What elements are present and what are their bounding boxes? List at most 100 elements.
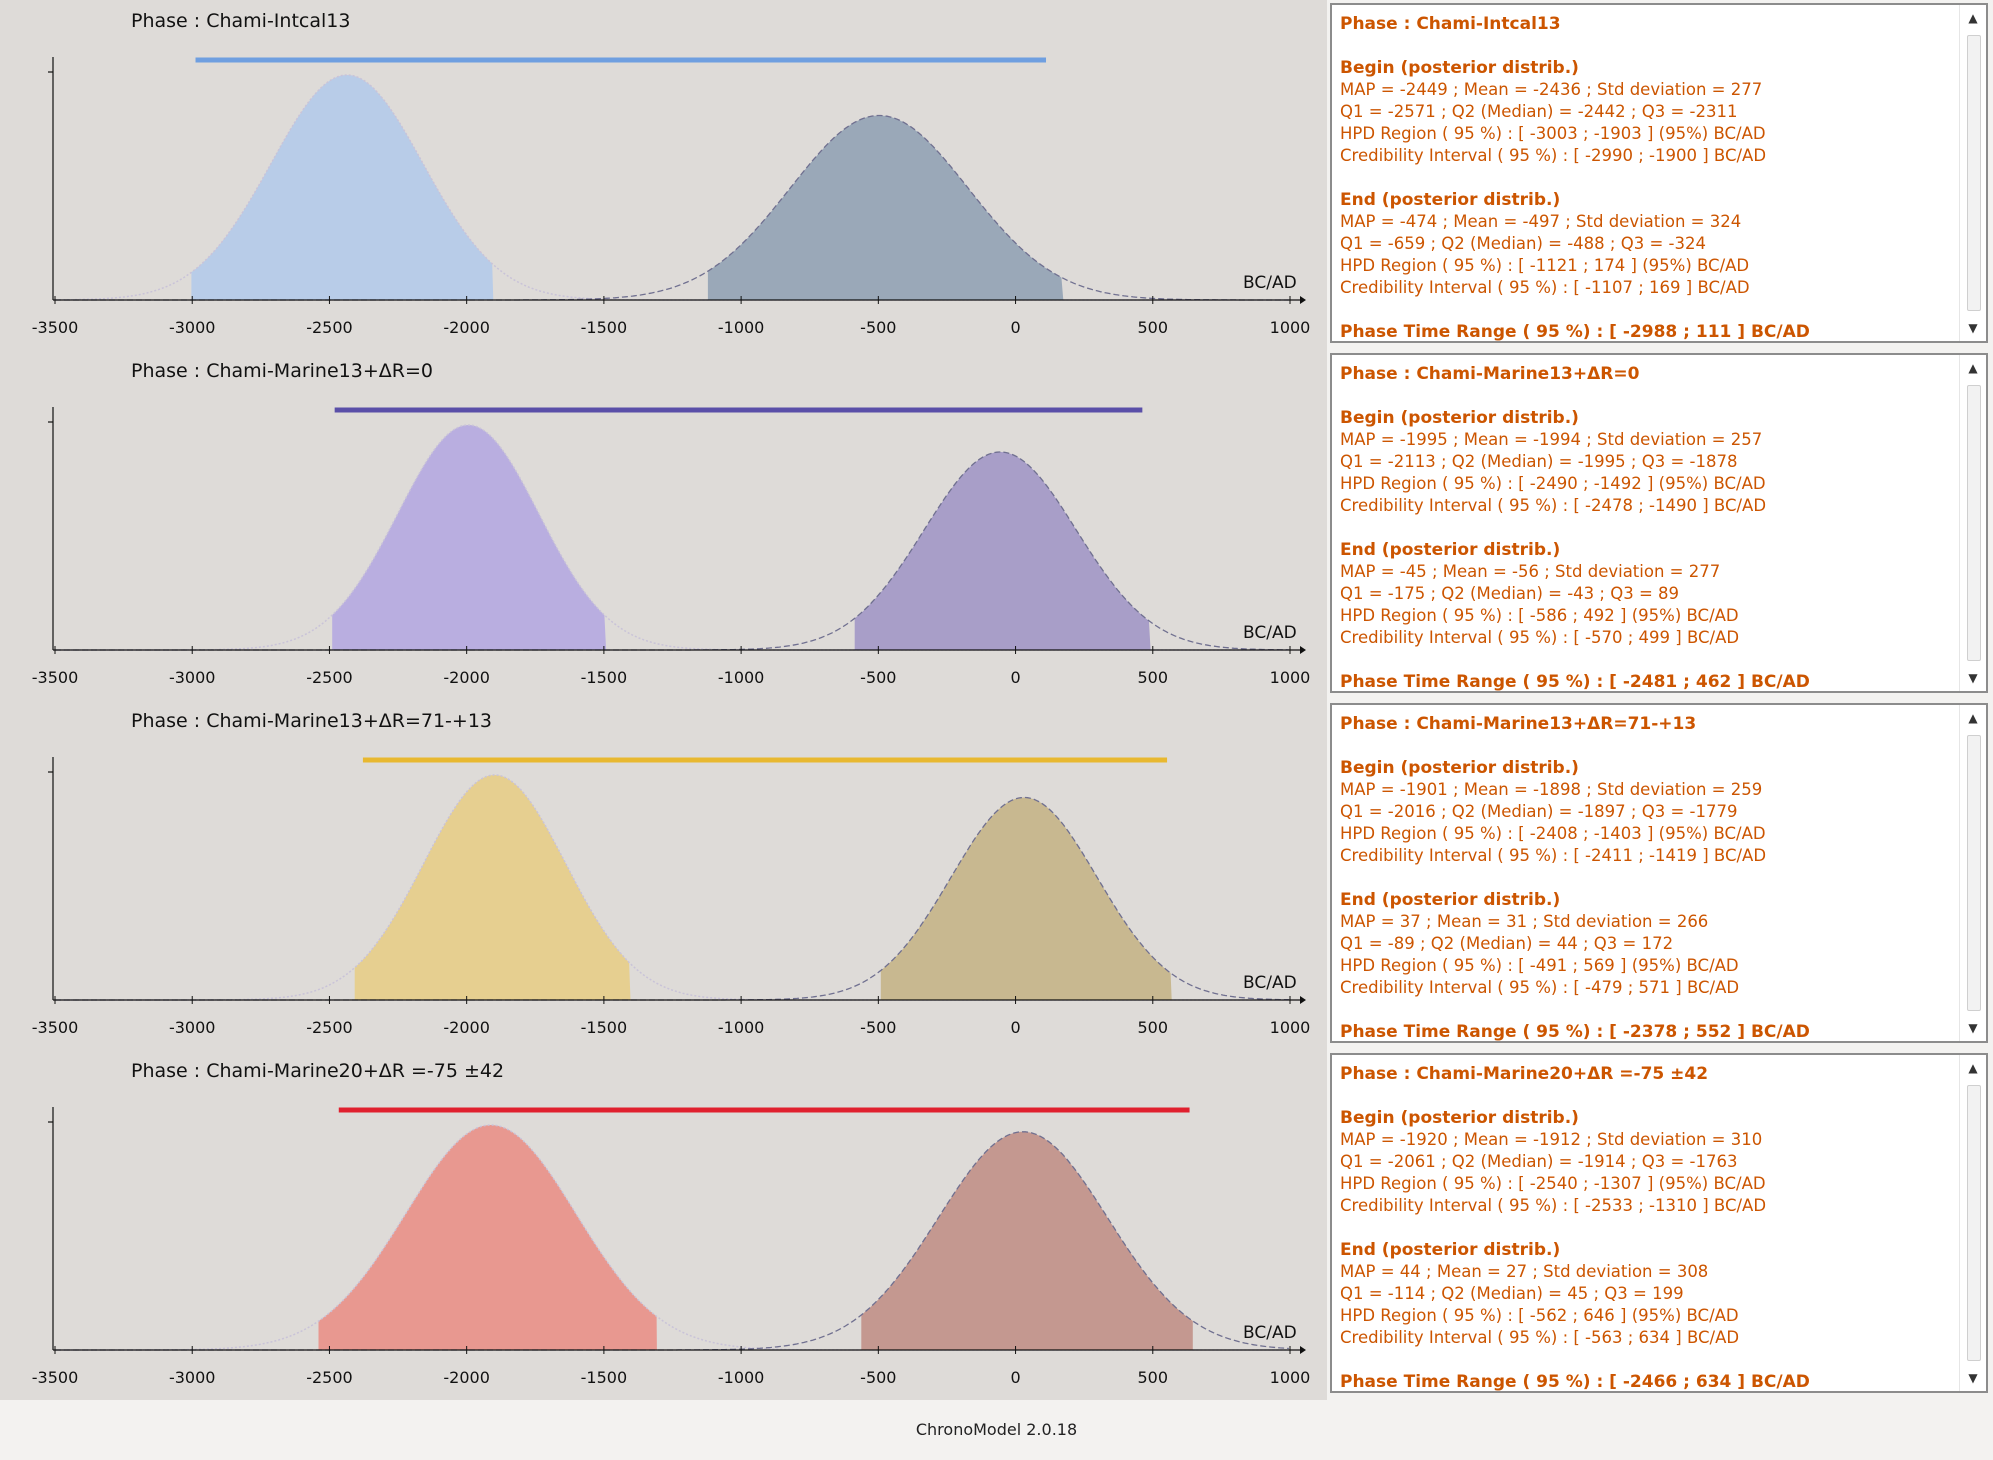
begin-stat-line: Q1 = -2113 ; Q2 (Median) = -1995 ; Q3 = … [1340, 452, 1738, 471]
scrollbar-thumb[interactable] [1967, 735, 1981, 1011]
x-tick-label: 1000 [1270, 1368, 1311, 1387]
phase-density-plot: Phase : Chami-Marine13+ΔR=71-+13 BC/AD -35… [0, 700, 1327, 1050]
x-tick-label: 500 [1138, 1368, 1169, 1387]
stats-phase-header: Phase : Chami-Marine20+ΔR =-75 ±42 [1340, 1064, 1709, 1084]
end-hpd-area [707, 115, 1064, 300]
scrollbar-thumb[interactable] [1967, 35, 1981, 311]
density-chart: BC/AD -3500 -3000 -2500 -2000 -1500 -1000 -500 0… [32, 57, 1311, 337]
x-tick-label: -1000 [718, 1368, 765, 1387]
end-stat-line: Q1 = -659 ; Q2 (Median) = -488 ; Q3 = -3… [1340, 234, 1706, 253]
scroll-down-arrow-icon[interactable]: ▼ [1968, 321, 1978, 335]
spacer [1340, 517, 1960, 539]
x-axis-arrow-icon [1300, 1346, 1306, 1354]
x-tick-label: -2000 [443, 1018, 490, 1037]
begin-stat-line: MAP = -1995 ; Mean = -1994 ; Std deviati… [1340, 430, 1763, 449]
x-tick-label: -1500 [581, 668, 628, 687]
x-tick-label: -1500 [581, 318, 628, 337]
phase-stats-panel[interactable]: Phase : Chami-Marine13+ΔR=71-+13 Begin (p… [1330, 703, 1988, 1043]
stats-scrollbar[interactable]: ▲ ▼ [1959, 1055, 1986, 1391]
phase-stats-panel[interactable]: Phase : Chami-Intcal13 Begin (posterior d… [1330, 3, 1988, 343]
scroll-down-arrow-icon[interactable]: ▼ [1968, 1021, 1978, 1035]
x-axis-arrow-icon [1300, 296, 1306, 304]
phase-title: Phase : Chami-Marine13+ΔR=71-+13 [131, 710, 493, 732]
begin-stat-line: Q1 = -2061 ; Q2 (Median) = -1914 ; Q3 = … [1340, 1152, 1738, 1171]
scroll-up-arrow-icon[interactable]: ▲ [1968, 1061, 1978, 1075]
x-tick-label: 500 [1138, 318, 1169, 337]
begin-stat-line: HPD Region ( 95 %) : [ -2540 ; -1307 ] (… [1340, 1174, 1766, 1193]
x-tick-label: -3500 [32, 668, 79, 687]
phase-title: Phase : Chami-Marine13+ΔR=0 [131, 360, 433, 382]
scrollbar-thumb[interactable] [1967, 1085, 1981, 1361]
scroll-up-arrow-icon[interactable]: ▲ [1968, 361, 1978, 375]
x-tick-label: 0 [1010, 1368, 1020, 1387]
x-tick-label: -2000 [443, 668, 490, 687]
x-tick-label: -1500 [581, 1018, 628, 1037]
end-section-title: End (posterior distrib.) [1340, 1240, 1561, 1260]
phase-stats-text: Phase : Chami-Intcal13 Begin (posterior d… [1340, 13, 1960, 342]
end-stat-line: Credibility Interval ( 95 %) : [ -1107 ;… [1340, 278, 1750, 297]
end-stat-line: HPD Region ( 95 %) : [ -491 ; 569 ] (95%… [1340, 956, 1739, 975]
stats-scrollbar[interactable]: ▲ ▼ [1959, 355, 1986, 691]
phase-row: Phase : Chami-Marine13+ΔR=0 BC/AD -3500 -30… [0, 350, 1993, 700]
begin-stat-line: MAP = -2449 ; Mean = -2436 ; Std deviati… [1340, 80, 1763, 99]
scroll-up-arrow-icon[interactable]: ▲ [1968, 11, 1978, 25]
begin-stat-line: MAP = -1920 ; Mean = -1912 ; Std deviati… [1340, 1130, 1763, 1149]
phase-row: Phase : Chami-Marine13+ΔR=71-+13 BC/AD -35… [0, 700, 1993, 1050]
phase-time-range-text: Phase Time Range ( 95 %) : [ -2466 ; 634… [1340, 1372, 1810, 1392]
x-tick-label: 500 [1138, 668, 1169, 687]
x-tick-label: -3000 [169, 668, 216, 687]
scrollbar-thumb[interactable] [1967, 385, 1981, 661]
x-axis-arrow-icon [1300, 996, 1306, 1004]
end-stat-line: HPD Region ( 95 %) : [ -586 ; 492 ] (95%… [1340, 606, 1739, 625]
end-hpd-area [854, 452, 1151, 650]
x-tick-label: 1000 [1270, 318, 1311, 337]
begin-stat-line: Credibility Interval ( 95 %) : [ -2411 ;… [1340, 846, 1767, 865]
spacer [1340, 867, 1960, 889]
begin-section-title: Begin (posterior distrib.) [1340, 408, 1579, 428]
phase-stats-panel[interactable]: Phase : Chami-Marine13+ΔR=0 Begin (poster… [1330, 353, 1988, 693]
spacer [1340, 1217, 1960, 1239]
end-section-title: End (posterior distrib.) [1340, 890, 1561, 910]
scroll-down-arrow-icon[interactable]: ▼ [1968, 671, 1978, 685]
end-stat-line: HPD Region ( 95 %) : [ -562 ; 646 ] (95%… [1340, 1306, 1739, 1325]
x-tick-label: -3500 [32, 1368, 79, 1387]
phase-title: Phase : Chami-Marine20+ΔR =-75 ±42 [131, 1060, 505, 1082]
scroll-down-arrow-icon[interactable]: ▼ [1968, 1371, 1978, 1385]
end-stat-line: MAP = 37 ; Mean = 31 ; Std deviation = 2… [1340, 912, 1709, 931]
phase-density-plot: Phase : Chami-Marine20+ΔR =-75 ±42 BC/AD -… [0, 1050, 1327, 1400]
phase-density-plot: Phase : Chami-Marine13+ΔR=0 BC/AD -3500 -30… [0, 350, 1327, 700]
phase-time-range-text: Phase Time Range ( 95 %) : [ -2378 ; 552… [1340, 1022, 1810, 1042]
begin-density-curve [55, 1124, 1289, 1351]
begin-stat-line: Credibility Interval ( 95 %) : [ -2533 ;… [1340, 1196, 1767, 1215]
end-stat-line: HPD Region ( 95 %) : [ -1121 ; 174 ] (95… [1340, 256, 1750, 275]
density-chart: BC/AD -3500 -3000 -2500 -2000 -1500 -1000 -500 0… [32, 1107, 1311, 1387]
begin-section-title: Begin (posterior distrib.) [1340, 758, 1579, 778]
stats-phase-header: Phase : Chami-Marine13+ΔR=0 [1340, 364, 1640, 384]
begin-hpd-area [332, 425, 607, 650]
end-density-curve [55, 114, 1289, 301]
scroll-up-arrow-icon[interactable]: ▲ [1968, 711, 1978, 725]
x-tick-label: -3500 [32, 318, 79, 337]
begin-stat-line: Credibility Interval ( 95 %) : [ -2478 ;… [1340, 496, 1767, 515]
end-stat-line: MAP = -474 ; Mean = -497 ; Std deviation… [1340, 212, 1742, 231]
x-axis-arrow-icon [1300, 646, 1306, 654]
stats-phase-header: Phase : Chami-Intcal13 [1340, 14, 1561, 34]
begin-stat-line: HPD Region ( 95 %) : [ -2408 ; -1403 ] (… [1340, 824, 1766, 843]
app-version-footer: ChronoModel 2.0.18 [915, 1420, 1078, 1439]
end-stat-line: Credibility Interval ( 95 %) : [ -570 ; … [1340, 628, 1740, 647]
phase-stats-text: Phase : Chami-Marine13+ΔR=0 Begin (poster… [1340, 363, 1960, 691]
phase-time-range-text: Phase Time Range ( 95 %) : [ -2988 ; 111… [1340, 322, 1810, 342]
begin-density-curve [55, 424, 1289, 651]
x-axis-unit-label: BC/AD [1243, 973, 1297, 993]
stats-scrollbar[interactable]: ▲ ▼ [1959, 705, 1986, 1041]
end-stat-line: MAP = 44 ; Mean = 27 ; Std deviation = 3… [1340, 1262, 1709, 1281]
stats-scrollbar[interactable]: ▲ ▼ [1959, 5, 1986, 341]
spacer [1340, 735, 1960, 757]
spacer [1340, 35, 1960, 57]
phase-stats-panel[interactable]: Phase : Chami-Marine20+ΔR =-75 ±42 Begin … [1330, 1053, 1988, 1393]
x-tick-label: -2500 [306, 1368, 353, 1387]
x-tick-label: -1500 [581, 1368, 628, 1387]
x-tick-label: 0 [1010, 1018, 1020, 1037]
begin-section-title: Begin (posterior distrib.) [1340, 58, 1579, 78]
x-tick-label: -2000 [443, 1368, 490, 1387]
